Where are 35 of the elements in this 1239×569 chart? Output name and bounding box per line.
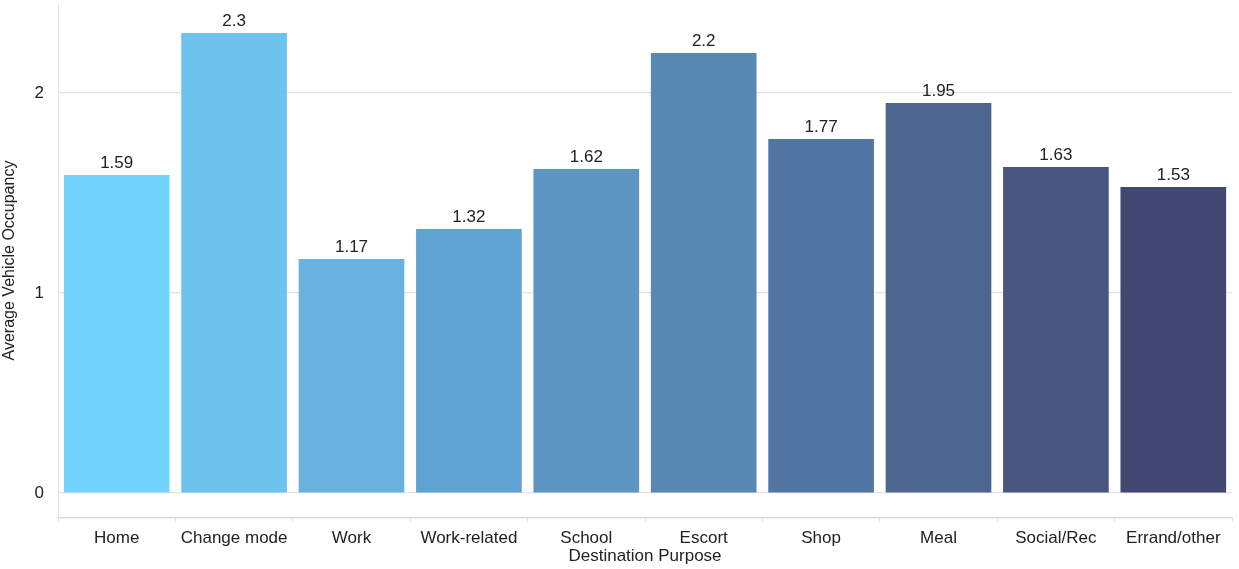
x-axis-title: Destination Purpose — [568, 546, 722, 566]
y-tick-label: 0 — [34, 482, 44, 502]
bar — [885, 103, 992, 493]
x-tick-label: Meal — [920, 527, 957, 547]
bar — [416, 229, 522, 493]
x-tick-label: Work-related — [420, 527, 518, 547]
x-tick-label: Social/Rec — [1015, 527, 1098, 547]
bar — [768, 139, 874, 493]
bar — [533, 169, 640, 493]
y-axis-title: Average Vehicle Occupancy — [0, 160, 18, 361]
data-label: 1.63 — [1039, 145, 1073, 165]
x-tick-label: Errand/other — [1126, 527, 1221, 547]
x-tick-label: Home — [94, 527, 140, 547]
bar — [1120, 187, 1227, 493]
x-tick-label: Escort — [679, 527, 729, 547]
data-label: 1.77 — [804, 117, 838, 137]
x-tick-label: Work — [331, 527, 372, 547]
y-tick-label: 2 — [34, 82, 44, 102]
data-label: 1.59 — [100, 153, 134, 173]
data-label: 2.3 — [222, 11, 246, 31]
bar — [63, 175, 170, 493]
data-label: 2.2 — [691, 31, 716, 51]
x-tick-label: School — [560, 527, 613, 547]
bar — [298, 259, 405, 493]
bar — [1003, 167, 1109, 493]
x-tick-label: Change mode — [180, 527, 288, 547]
data-label: 1.95 — [921, 81, 956, 101]
data-label: 1.17 — [334, 237, 369, 257]
x-tick-label: Shop — [801, 527, 841, 547]
bar — [181, 33, 287, 493]
data-label: 1.32 — [452, 207, 486, 227]
bar — [650, 53, 757, 493]
data-label: 1.53 — [1156, 165, 1190, 185]
data-label: 1.62 — [569, 147, 603, 167]
y-tick-label: 1 — [34, 282, 44, 302]
